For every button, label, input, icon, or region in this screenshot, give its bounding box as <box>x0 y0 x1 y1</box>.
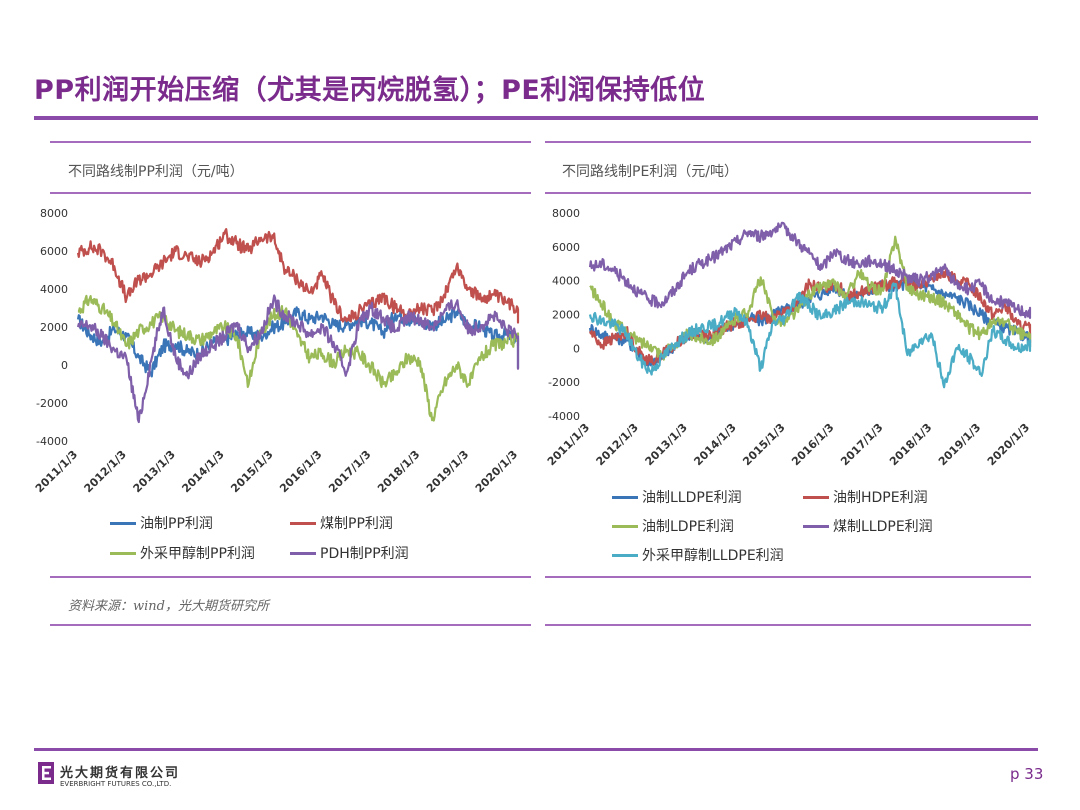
pe-ytick-label: -2000 <box>548 376 580 389</box>
legend-item: 油制LLDPE利润 <box>612 487 742 507</box>
left-panel-top-rule <box>50 141 531 143</box>
right-panel-bottom-rule <box>545 576 1031 578</box>
pe-xtick-label: 2012/1/3 <box>594 421 641 468</box>
logo-mark-icon <box>38 762 54 784</box>
pe-ytick-label: 6000 <box>552 241 580 254</box>
pe-xtick-label: 2018/1/3 <box>887 421 934 468</box>
pp-xtick-label: 2014/1/3 <box>179 448 226 495</box>
legend-item: 外采甲醇制LLDPE利润 <box>612 545 784 565</box>
left-panel-title-rule <box>50 192 531 194</box>
legend-label: 油制LDPE利润 <box>642 519 734 535</box>
legend-label: 油制PP利润 <box>140 516 213 532</box>
pe-xtick-label: 2013/1/3 <box>643 421 690 468</box>
legend-swatch <box>612 495 638 499</box>
pp-xtick-label: 2012/1/3 <box>82 448 129 495</box>
pp-plot: -4000 -2000 0 2000 4000 6000 8000 2011/1/3 2012/… <box>33 207 520 495</box>
pp-xtick-label: 2011/1/3 <box>33 448 80 495</box>
legend-item: 外采甲醇制PP利润 <box>110 543 255 563</box>
pp-ytick-label: 6000 <box>40 245 68 258</box>
pe-ytick-label: 4000 <box>552 275 580 288</box>
right-source-rule <box>545 624 1031 626</box>
legend-swatch <box>803 524 829 528</box>
legend-label: 外采甲醇制LLDPE利润 <box>642 548 784 564</box>
pe-xtick-label: 2015/1/3 <box>740 421 787 468</box>
legend-label: 油制HDPE利润 <box>833 490 928 506</box>
pp-ytick-label: -4000 <box>36 435 68 448</box>
legend-swatch <box>803 495 829 499</box>
legend-swatch <box>612 524 638 528</box>
pp-ytick-label: 4000 <box>40 283 68 296</box>
legend-item: 油制HDPE利润 <box>803 487 928 507</box>
source-note: 资料来源：wind，光大期货研究所 <box>68 599 269 614</box>
pp-xtick-label: 2020/1/3 <box>473 448 520 495</box>
footer-rule <box>34 748 1038 751</box>
right-panel-title-rule <box>545 192 1031 194</box>
pp-ytick-label: 2000 <box>40 321 68 334</box>
page-number: p 33 <box>1010 765 1044 783</box>
legend-label: PDH制PP利润 <box>320 546 409 562</box>
legend-swatch <box>290 551 316 555</box>
pe-ytick-label: 8000 <box>552 207 580 220</box>
company-name-en: EVERBRIGHT FUTURES CO.,LTD. <box>60 780 172 788</box>
pp-xtick-label: 2017/1/3 <box>326 448 373 495</box>
legend-swatch <box>612 553 638 557</box>
pp-series-line-2 <box>77 294 520 422</box>
pe-xtick-label: 2020/1/3 <box>985 421 1032 468</box>
pe-ytick-label: 2000 <box>552 309 580 322</box>
pp-xtick-label: 2019/1/3 <box>424 448 471 495</box>
pp-series-line-3 <box>76 294 520 424</box>
pp-xtick-label: 2018/1/3 <box>375 448 422 495</box>
pp-xtick-label: 2016/1/3 <box>277 448 324 495</box>
legend-item: PDH制PP利润 <box>290 543 409 563</box>
pe-plot: -4000 -2000 0 2000 4000 6000 8000 2011/1/3 2012/… <box>545 207 1032 468</box>
pp-ytick-label: 8000 <box>40 207 68 220</box>
legend-label: 外采甲醇制PP利润 <box>140 546 255 562</box>
pp-ytick-label: 0 <box>61 359 68 372</box>
legend-swatch <box>110 551 136 555</box>
pp-chart-title: 不同路线制PP利润（元/吨） <box>68 164 244 180</box>
legend-label: 油制LLDPE利润 <box>642 490 742 506</box>
legend-label: 煤制LLDPE利润 <box>833 519 933 535</box>
pp-xtick-label: 2013/1/3 <box>131 448 178 495</box>
pe-xtick-label: 2016/1/3 <box>789 421 836 468</box>
company-name-cn: 光大期货有限公司 <box>60 766 181 781</box>
pe-xtick-label: 2017/1/3 <box>838 421 885 468</box>
pe-series-line-3 <box>588 221 1032 319</box>
legend-item: 油制LDPE利润 <box>612 516 734 536</box>
left-panel-bottom-rule <box>50 576 531 578</box>
pe-xtick-label: 2011/1/3 <box>545 421 592 468</box>
legend-label: 煤制PP利润 <box>320 516 393 532</box>
pp-series-line-0 <box>76 306 520 378</box>
legend-item: 煤制LLDPE利润 <box>803 516 933 536</box>
legend-swatch <box>110 521 136 525</box>
pe-ytick-label: 0 <box>573 342 580 355</box>
pp-ytick-label: -2000 <box>36 397 68 410</box>
slide-title: PP利润开始压缩（尤其是丙烷脱氢）；PE利润保持低位 <box>34 75 706 106</box>
pp-xtick-label: 2015/1/3 <box>228 448 275 495</box>
title-rule <box>34 116 1038 120</box>
pe-series-line-4 <box>588 282 1032 389</box>
pp-series-line-1 <box>76 228 520 324</box>
pe-xtick-label: 2019/1/3 <box>936 421 983 468</box>
pe-xtick-label: 2014/1/3 <box>691 421 738 468</box>
pe-ytick-label: -4000 <box>548 410 580 423</box>
legend-swatch <box>290 521 316 525</box>
source-rule <box>50 624 531 626</box>
right-panel-top-rule <box>545 141 1031 143</box>
pe-chart-title: 不同路线制PE利润（元/吨） <box>562 164 739 180</box>
legend-item: 煤制PP利润 <box>290 513 393 533</box>
legend-item: 油制PP利润 <box>110 513 213 533</box>
